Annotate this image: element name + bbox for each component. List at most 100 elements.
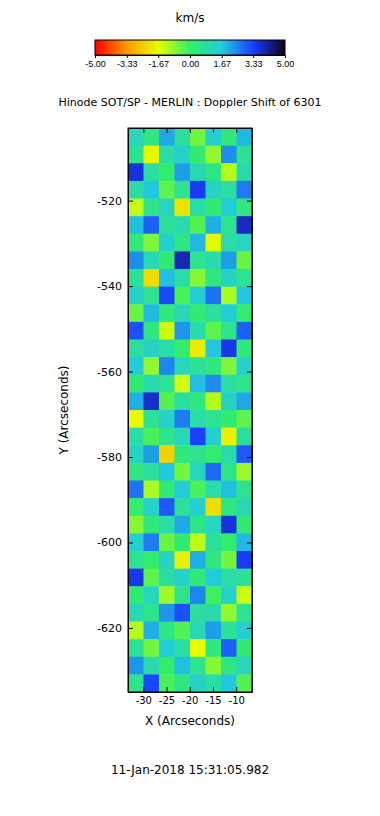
cell xyxy=(190,410,206,428)
cell xyxy=(221,128,237,146)
cell xyxy=(144,322,160,340)
cell xyxy=(144,674,160,692)
colorbar-tick-label: -3.33 xyxy=(117,59,138,69)
cell xyxy=(206,516,222,534)
cell xyxy=(128,163,144,181)
cell xyxy=(175,622,191,640)
cell xyxy=(144,304,160,322)
cell xyxy=(128,357,144,375)
cell xyxy=(159,551,175,569)
cell xyxy=(237,674,253,692)
cell xyxy=(221,657,237,675)
cell xyxy=(128,287,144,305)
y-axis-right xyxy=(247,129,253,693)
cell xyxy=(128,657,144,675)
cell xyxy=(175,657,191,675)
cell xyxy=(190,357,206,375)
cell xyxy=(237,304,253,322)
cell xyxy=(128,674,144,692)
x-tick-top xyxy=(236,128,237,133)
x-tick: -20 xyxy=(182,687,198,706)
cell xyxy=(237,146,253,164)
cell xyxy=(190,128,206,146)
cell xyxy=(221,269,237,287)
cell xyxy=(128,639,144,657)
cell xyxy=(221,533,237,551)
y-tick-right xyxy=(247,628,252,629)
cell xyxy=(237,639,253,657)
cell xyxy=(237,163,253,181)
cell xyxy=(237,216,253,234)
cell xyxy=(144,287,160,305)
cell xyxy=(206,657,222,675)
y-tick-mark xyxy=(247,628,252,629)
cell xyxy=(128,481,144,499)
colorbar-tick: -3.33 xyxy=(117,55,138,69)
cell xyxy=(159,622,175,640)
cell xyxy=(175,533,191,551)
cell xyxy=(175,269,191,287)
cell xyxy=(159,322,175,340)
cell xyxy=(144,216,160,234)
x-tick-mark xyxy=(143,128,144,133)
y-tick-mark xyxy=(128,372,133,373)
background xyxy=(0,0,380,816)
cell xyxy=(144,463,160,481)
x-axis: -30-25-20-15-10 xyxy=(129,687,253,706)
cell xyxy=(206,340,222,358)
cell xyxy=(128,569,144,587)
cell xyxy=(175,216,191,234)
cell xyxy=(237,410,253,428)
cell xyxy=(128,181,144,199)
cell xyxy=(159,516,175,534)
y-tick-label: -620 xyxy=(97,622,122,635)
cell xyxy=(159,569,175,587)
cell xyxy=(190,146,206,164)
cell xyxy=(237,551,253,569)
cell xyxy=(144,569,160,587)
cell xyxy=(128,498,144,516)
cell xyxy=(159,304,175,322)
cell xyxy=(175,551,191,569)
cell xyxy=(221,304,237,322)
x-tick-label: -20 xyxy=(182,695,198,706)
cell xyxy=(237,287,253,305)
cell xyxy=(175,392,191,410)
x-tick-mark xyxy=(213,128,214,133)
cells xyxy=(128,128,252,692)
cell xyxy=(237,481,253,499)
cell xyxy=(144,234,160,252)
y-tick-mark xyxy=(128,286,133,287)
x-tick: -25 xyxy=(159,687,175,706)
cell xyxy=(221,428,237,446)
colorbar-axis: -5.00-3.33-1.670.001.673.335.00 xyxy=(85,55,294,69)
y-tick-mark xyxy=(247,286,252,287)
cell xyxy=(175,674,191,692)
cell xyxy=(128,234,144,252)
cell xyxy=(128,533,144,551)
cell xyxy=(237,657,253,675)
cell xyxy=(159,163,175,181)
cell xyxy=(237,269,253,287)
y-tick-label: -540 xyxy=(97,280,122,293)
cell xyxy=(237,128,253,146)
cell xyxy=(206,498,222,516)
cell xyxy=(128,445,144,463)
x-tick-label: -15 xyxy=(205,695,221,706)
colorbar-tick: 3.33 xyxy=(245,55,263,69)
colorbar-tick: 0.00 xyxy=(182,55,200,69)
x-tick-top xyxy=(167,128,168,133)
cell xyxy=(175,304,191,322)
colorbar-tick-label: 3.33 xyxy=(245,59,263,69)
cell xyxy=(144,163,160,181)
cell xyxy=(144,146,160,164)
cell xyxy=(206,392,222,410)
cell xyxy=(237,340,253,358)
cell xyxy=(237,516,253,534)
y-tick-mark xyxy=(128,201,133,202)
cell xyxy=(128,216,144,234)
cell xyxy=(190,304,206,322)
cell xyxy=(190,375,206,393)
cell xyxy=(128,340,144,358)
cell xyxy=(221,604,237,622)
